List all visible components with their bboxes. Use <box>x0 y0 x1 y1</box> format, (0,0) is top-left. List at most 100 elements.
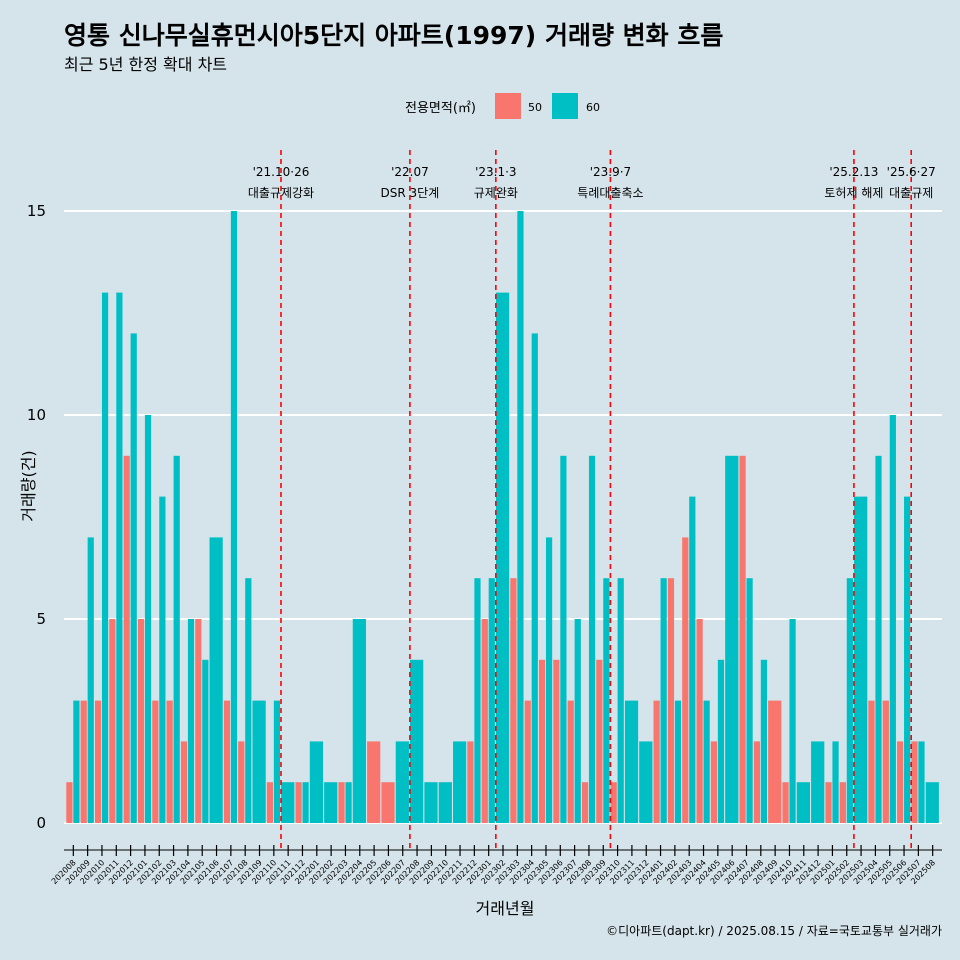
bar-60-202106 <box>209 537 223 823</box>
event-label: 토허제 해제 <box>824 186 883 200</box>
bar-50-202206 <box>381 782 395 823</box>
bar-60-202203 <box>345 782 352 823</box>
bar-60-202410 <box>789 619 796 823</box>
bar-50-202403 <box>682 537 689 823</box>
bar-50-202504 <box>868 700 875 823</box>
legend-swatch-60 <box>552 93 578 119</box>
bar-60-202307 <box>574 619 581 823</box>
bar-50-202107 <box>223 700 231 823</box>
bar-50-202404 <box>696 619 703 823</box>
bar-60-202311 <box>624 700 639 823</box>
bar-60-202506 <box>904 496 911 823</box>
bar-60-202301 <box>488 578 495 823</box>
bar-60-202312 <box>639 741 653 823</box>
bar-50-202101 <box>137 619 145 823</box>
bar-50-202011 <box>109 619 116 823</box>
bar-50-202408 <box>753 741 761 823</box>
bar-50-202308 <box>581 782 589 823</box>
bar-60-202305 <box>545 537 553 823</box>
event-date: '22.07 <box>391 165 429 179</box>
bar-60-202211 <box>453 741 467 823</box>
bar-50-202112 <box>295 782 302 823</box>
bar-60-202310 <box>617 578 624 823</box>
bar-50-202009 <box>80 700 87 823</box>
bar-60-202105 <box>202 659 209 823</box>
bar-60-202302 <box>495 292 510 824</box>
chart-subtitle: 최근 5년 한정 확대 차트 <box>64 55 227 74</box>
event-annotations: '21.10·26 대출규제강화 '22.07 DSR 3단계 '23.1·3 규제완화 '… <box>248 150 936 852</box>
bar-60-202405 <box>717 659 725 823</box>
bar-60-202304 <box>531 333 538 823</box>
event-label: 특례대출축소 <box>577 186 643 200</box>
bar-60-202010 <box>101 292 109 824</box>
bar-50-202306 <box>553 659 560 823</box>
bar-60-202202 <box>324 782 338 823</box>
bar-60-202208 <box>410 659 424 823</box>
bar-50-202012 <box>123 455 130 823</box>
bar-50-202105 <box>195 619 202 823</box>
bar-60-202112 <box>302 782 309 823</box>
event-label: 규제완화 <box>474 186 518 200</box>
bar-60-202505 <box>889 415 896 823</box>
bar-50-202203 <box>338 782 345 823</box>
bar-60-202008 <box>73 700 80 823</box>
bar-60-202407 <box>746 578 753 823</box>
bar-50-202407 <box>739 455 746 823</box>
bar-60-202402 <box>674 700 682 823</box>
bar-50-202102 <box>152 700 159 823</box>
event-date: '23.1·3 <box>475 165 516 179</box>
bar-50-202212 <box>467 741 474 823</box>
bar-50-202010 <box>94 700 102 823</box>
bar-60-202109 <box>252 700 266 823</box>
bar-60-202306 <box>560 455 567 823</box>
legend-title: 전용면적(㎡) <box>405 101 476 116</box>
bar-50-202104 <box>180 741 188 823</box>
bar-60-202503 <box>854 496 868 823</box>
bar-60-202401 <box>660 578 667 823</box>
bar-60-202107 <box>230 211 238 823</box>
legend-swatch-50 <box>495 93 521 119</box>
bar-60-202009 <box>87 537 94 823</box>
bar-50-202103 <box>166 700 173 823</box>
bar-60-202408 <box>760 659 768 823</box>
bar-60-202411 <box>796 782 810 823</box>
bar-60-202204 <box>352 619 366 823</box>
bar-50-202405 <box>710 741 718 823</box>
bar-60-202101 <box>144 415 152 823</box>
bar-50-202305 <box>538 659 546 823</box>
y-tick-label: 15 <box>27 202 46 220</box>
bar-60-202412 <box>811 741 825 823</box>
bar-60-202110 <box>273 700 281 823</box>
bar-50-202507 <box>911 741 918 823</box>
event-label: 대출규제 <box>889 186 933 200</box>
bar-50-202309 <box>596 659 603 823</box>
legend: 전용면적(㎡) 50 60 <box>405 93 600 119</box>
bar-60-202108 <box>245 578 252 823</box>
bar-50-202506 <box>897 741 904 823</box>
legend-label-60: 60 <box>586 101 600 114</box>
bar-60-202308 <box>588 455 596 823</box>
y-tick-label: 10 <box>27 406 46 424</box>
event-date: '21.10·26 <box>253 165 310 179</box>
bar-60-202501 <box>832 741 839 823</box>
event-date: '25.6·27 <box>887 165 936 179</box>
event-label: 대출규제강화 <box>248 186 314 200</box>
bar-50-202008 <box>66 782 73 823</box>
bar-60-202212 <box>474 578 481 823</box>
event-date: '25.2.13 <box>829 165 878 179</box>
bar-50-202304 <box>524 700 531 823</box>
bar-50-202310 <box>610 782 617 823</box>
bar-50-202401 <box>653 700 660 823</box>
bar-60-202209 <box>424 782 438 823</box>
bar-50-202402 <box>667 578 675 823</box>
y-tick-label: 5 <box>36 610 46 628</box>
y-tick-label: 0 <box>36 814 46 832</box>
bar-60-202309 <box>603 578 610 823</box>
bar-60-202303 <box>517 211 524 823</box>
bar-60-202012 <box>130 333 137 823</box>
bar-60-202504 <box>875 455 882 823</box>
y-axis-ticks: 0 5 10 15 <box>27 202 46 832</box>
bar-50-202205 <box>367 741 381 823</box>
bar-60-202111 <box>281 782 295 823</box>
